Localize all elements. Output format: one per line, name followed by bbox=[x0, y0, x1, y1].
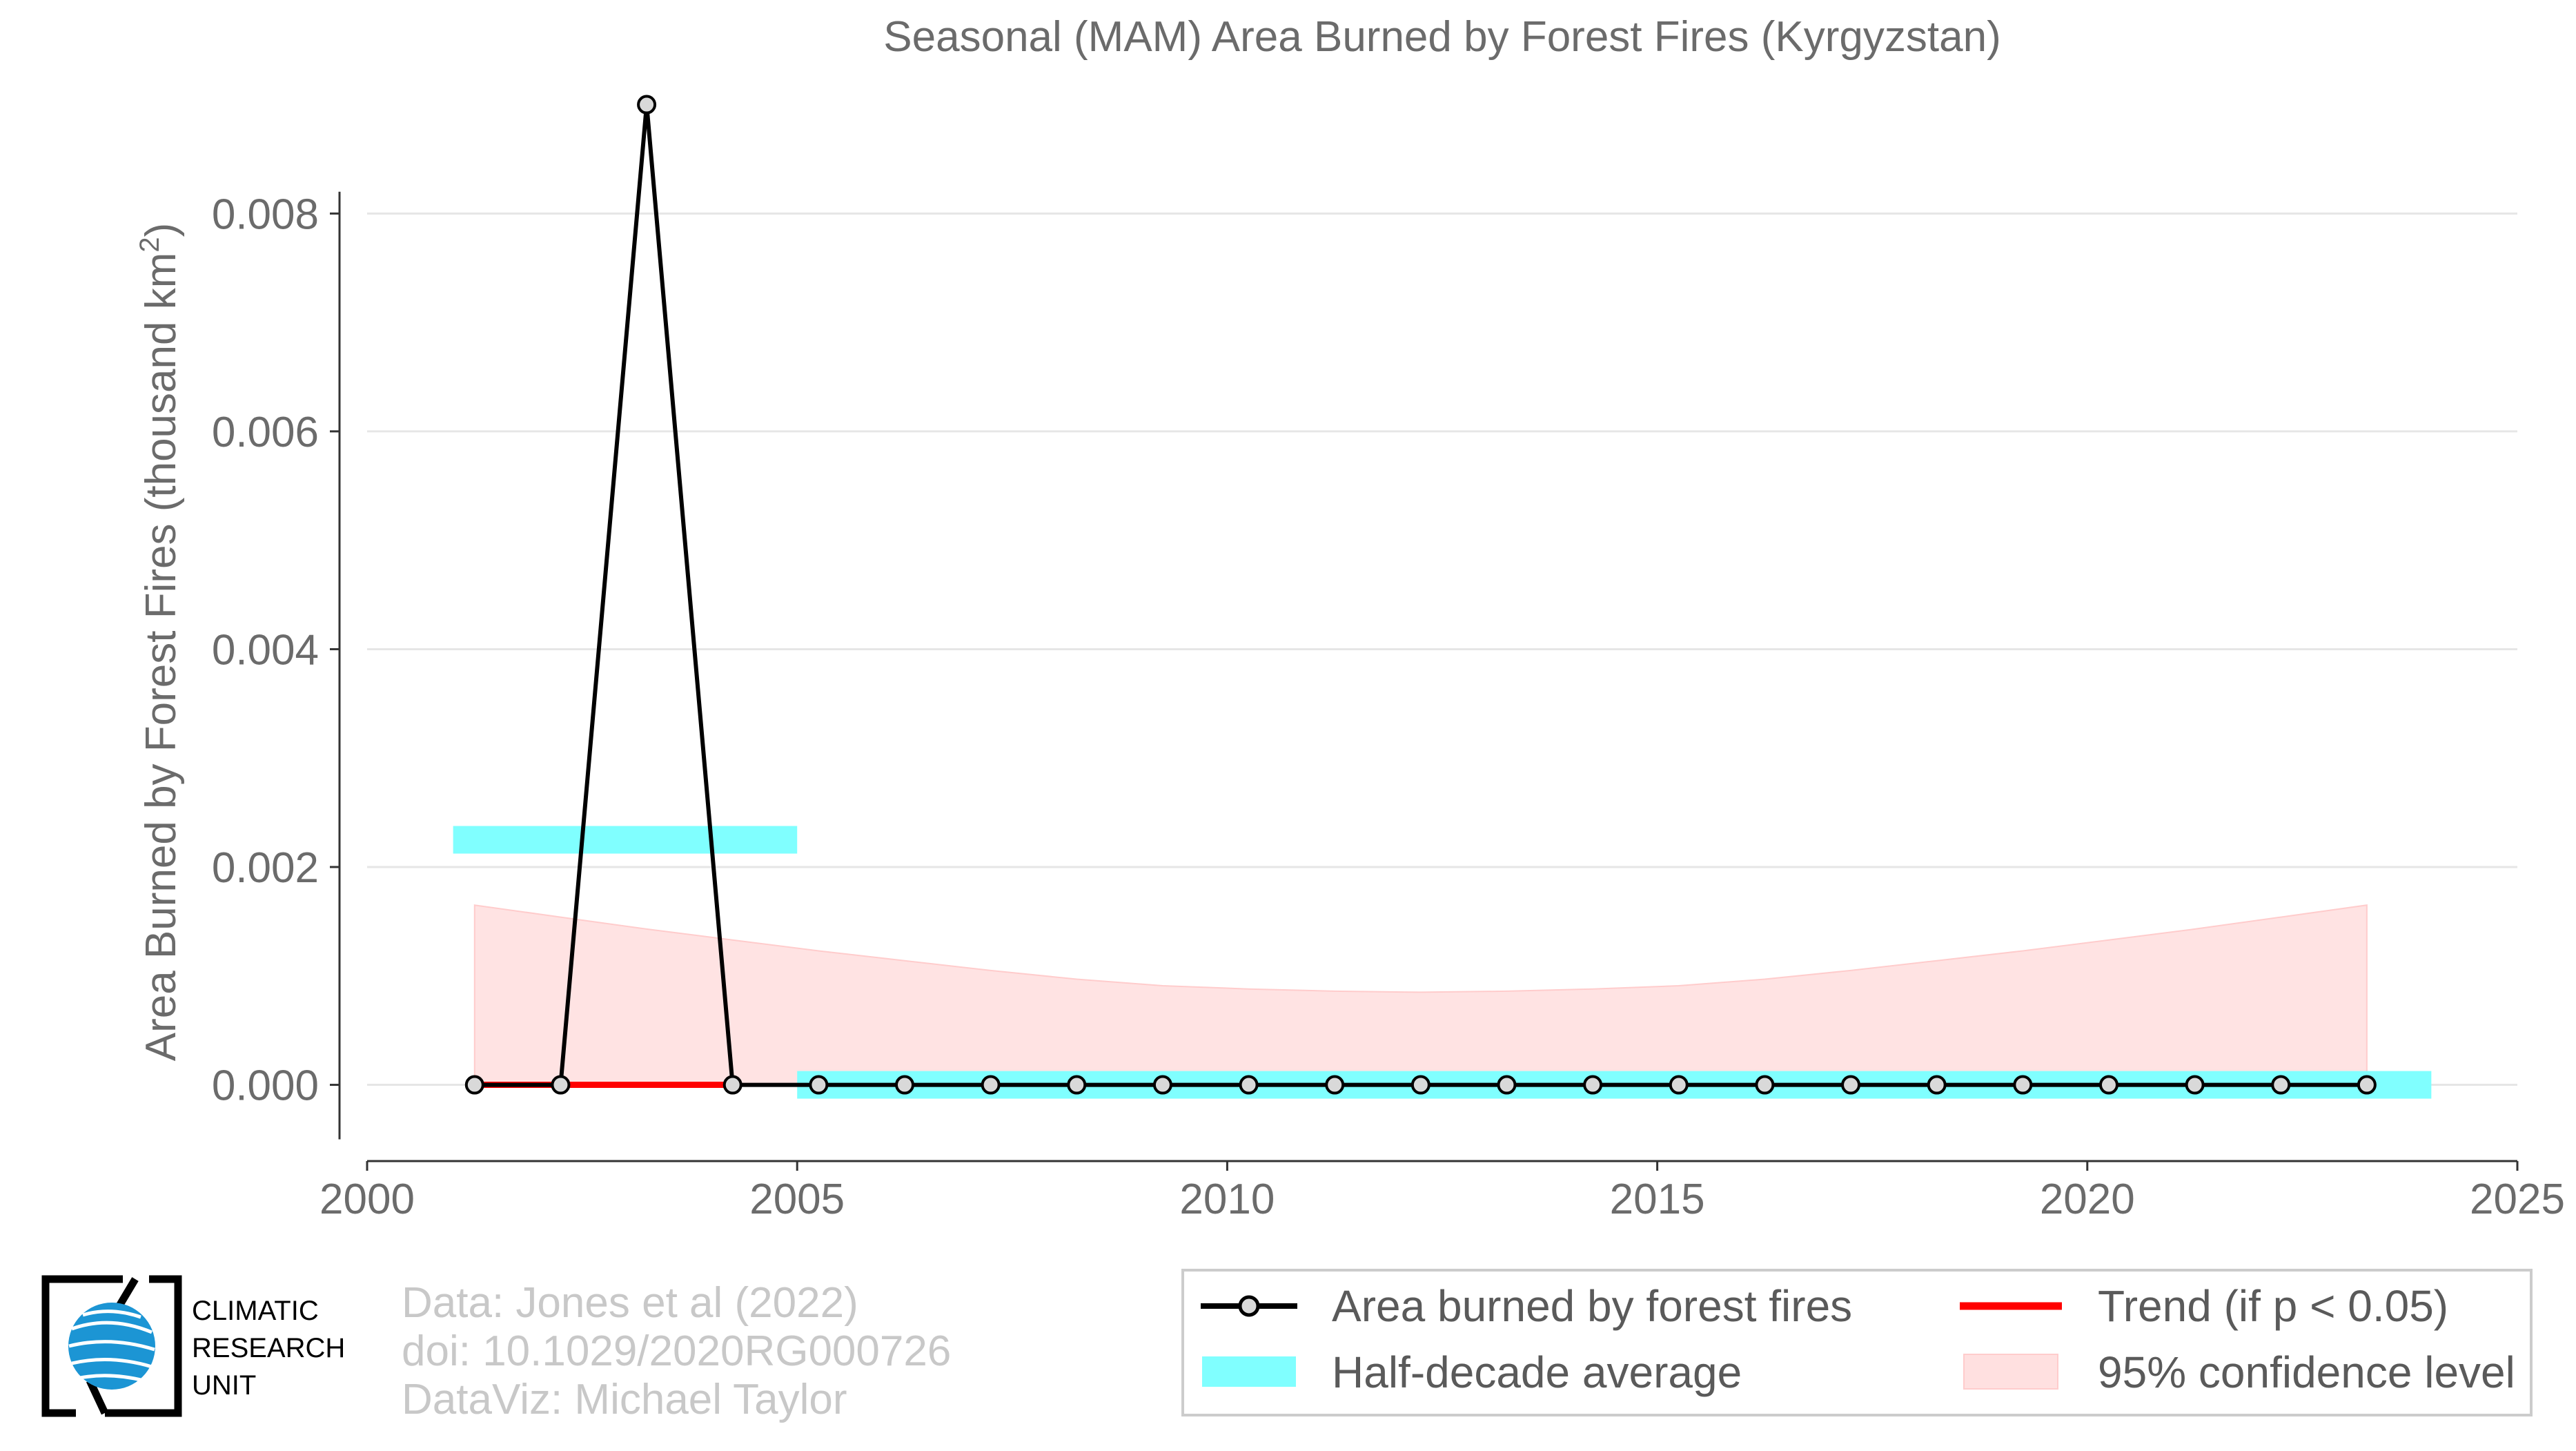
legend-label-area-burned: Area burned by forest fires bbox=[1332, 1281, 1852, 1331]
x-tick-label: 2005 bbox=[749, 1176, 845, 1223]
credit-dataviz: DataViz: Michael Taylor bbox=[402, 1376, 847, 1423]
area-burned-point bbox=[895, 1075, 914, 1095]
area-burned-point bbox=[2098, 1075, 2118, 1095]
area-burned-point bbox=[1239, 1075, 1259, 1095]
area-burned-point bbox=[1841, 1075, 1861, 1095]
area-burned-point bbox=[1583, 1075, 1603, 1095]
area-burned-point bbox=[981, 1075, 1001, 1095]
logo-text-research: RESEARCH bbox=[192, 1333, 345, 1363]
area-burned-point bbox=[1067, 1075, 1087, 1095]
legend-label-trend: Trend (if p < 0.05) bbox=[2098, 1281, 2448, 1331]
credit-data: Data: Jones et al (2022) bbox=[402, 1279, 858, 1327]
logo-bracket-right bbox=[105, 1275, 182, 1417]
y-tick-label: 0.006 bbox=[212, 409, 319, 456]
area-burned-point bbox=[2185, 1075, 2205, 1095]
legend: Area burned by forest fires Half-decade … bbox=[1181, 1269, 2533, 1416]
area-burned-point bbox=[2271, 1075, 2291, 1095]
area-burned-point bbox=[1755, 1075, 1775, 1095]
y-tick-label: 0.002 bbox=[212, 844, 319, 892]
x-tick-label: 2025 bbox=[2470, 1176, 2565, 1223]
legend-key-area-burned-marker bbox=[1238, 1295, 1260, 1317]
x-tick-label: 2015 bbox=[1610, 1176, 1705, 1223]
legend-label-confidence: 95% confidence level bbox=[2098, 1347, 2515, 1397]
logo-text-climatic: CLIMATIC bbox=[192, 1296, 319, 1326]
x-tick-label: 2000 bbox=[319, 1176, 415, 1223]
legend-label-half-decade: Half-decade average bbox=[1332, 1347, 1742, 1397]
confidence-band bbox=[473, 904, 2368, 1086]
logo-text-unit: UNIT bbox=[192, 1370, 256, 1401]
credit-doi: doi: 10.1029/2020RG000726 bbox=[402, 1327, 951, 1375]
area-burned-point bbox=[2013, 1075, 2033, 1095]
legend-key-confidence bbox=[1963, 1354, 2058, 1390]
half-decade-bar bbox=[453, 826, 798, 854]
y-axis-label-main: Area Burned by Forest Fires (thousand km bbox=[137, 253, 185, 1062]
legend-key-half-decade bbox=[1202, 1356, 1296, 1387]
chart-title: Seasonal (MAM) Area Burned by Forest Fir… bbox=[883, 13, 2000, 61]
confidence-band-layer bbox=[473, 904, 2368, 1086]
area-burned-point bbox=[809, 1075, 829, 1095]
y-tick-label: 0.008 bbox=[212, 191, 319, 238]
y-tick-label: 0.000 bbox=[212, 1062, 319, 1110]
x-tick-label: 2020 bbox=[2040, 1176, 2135, 1223]
credits: Data: Jones et al (2022) doi: 10.1029/20… bbox=[402, 1279, 951, 1423]
area-burned-point bbox=[1410, 1075, 1430, 1095]
area-burned-point bbox=[464, 1075, 484, 1095]
area-burned-line bbox=[474, 102, 2367, 1087]
area-burned-point bbox=[551, 1075, 571, 1095]
area-burned-point bbox=[637, 95, 657, 115]
logo-bracket-left bbox=[41, 1275, 123, 1417]
y-tick-label: 0.004 bbox=[212, 626, 319, 674]
globe-lines bbox=[68, 1309, 155, 1383]
series-layer bbox=[464, 95, 2377, 1095]
area-burned-point bbox=[1669, 1075, 1689, 1095]
area-burned-point bbox=[1325, 1075, 1345, 1095]
area-burned-point bbox=[722, 1075, 743, 1095]
cru-logo: CLIMATIC RESEARCH UNIT bbox=[41, 1275, 345, 1417]
legend-frame bbox=[1181, 1269, 2533, 1416]
y-axis-label-close: ) bbox=[137, 223, 185, 237]
area-burned-point bbox=[1927, 1075, 1947, 1095]
area-burned-point bbox=[2357, 1075, 2377, 1095]
y-axis-label-sup: 2 bbox=[135, 237, 165, 252]
axes: 0.000 0.002 0.004 0.006 0.008 2000 2005 2010 201… bbox=[212, 191, 2565, 1223]
x-tick-label: 2010 bbox=[1179, 1176, 1275, 1223]
area-burned-point bbox=[1497, 1075, 1517, 1095]
area-burned-point bbox=[1152, 1075, 1172, 1095]
y-axis-label: Area Burned by Forest Fires (thousand km… bbox=[135, 223, 185, 1062]
